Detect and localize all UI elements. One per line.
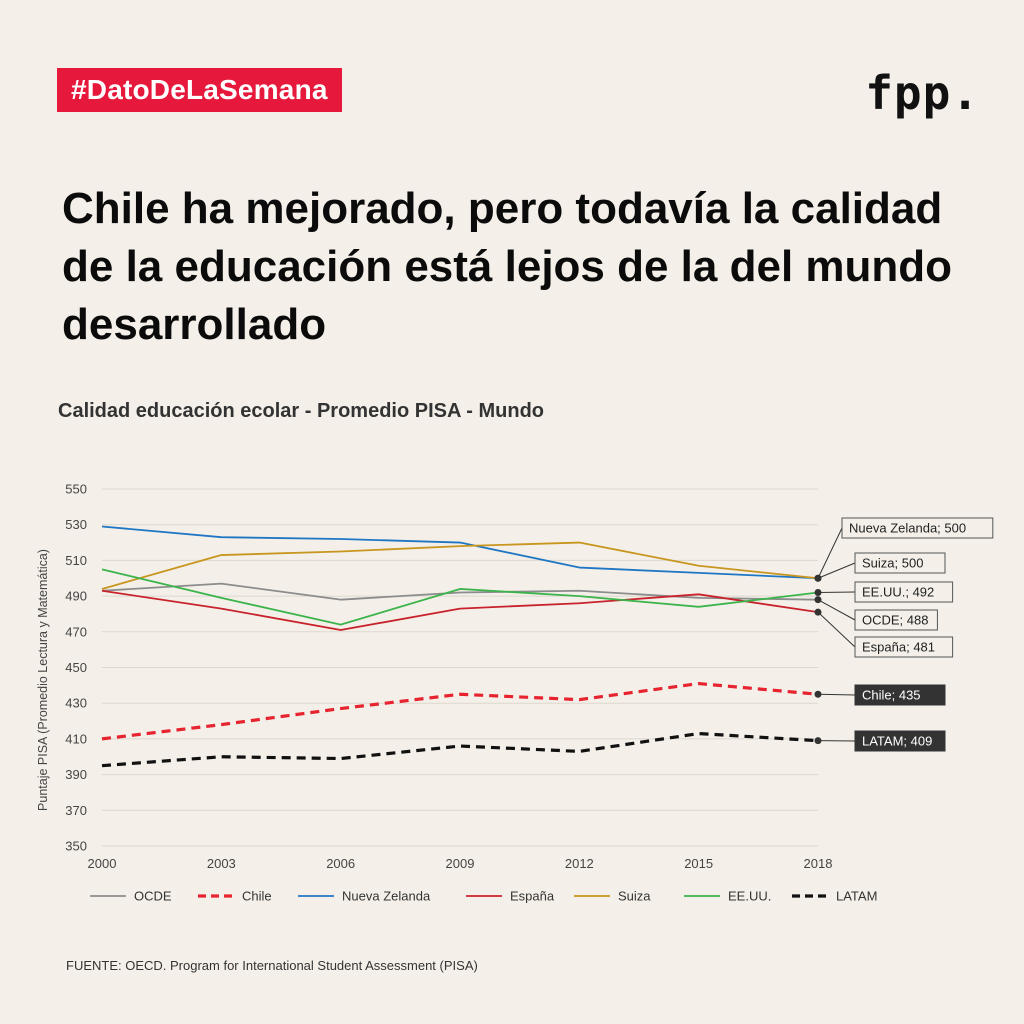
legend-label-ee-uu: EE.UU. — [728, 889, 771, 904]
legend-label-latam: LATAM — [836, 889, 877, 904]
legend-label-suiza: Suiza — [618, 889, 651, 904]
x-tick-label: 2009 — [446, 856, 475, 871]
annotation-leader — [817, 611, 856, 648]
x-tick-label: 2018 — [804, 856, 833, 871]
annotation-label: Nueva Zelanda; 500 — [849, 521, 966, 536]
y-tick-label: 430 — [65, 696, 87, 711]
series-line-suiza — [101, 541, 819, 590]
x-tick-label: 2015 — [684, 856, 713, 871]
annotation-label: España; 481 — [862, 640, 935, 655]
y-tick-label: 370 — [65, 803, 87, 818]
chart-annotations: Nueva Zelanda; 500 Suiza; 500 EE.UU.; 492 O… — [814, 517, 994, 752]
series-line-nueva-zelanda — [101, 525, 819, 580]
x-axis-ticks: 2000 2003 2006 2009 2012 2015 2018 — [88, 856, 833, 871]
y-tick-label: 490 — [65, 589, 87, 604]
y-tick-label: 510 — [65, 553, 87, 568]
x-tick-label: 2003 — [207, 856, 236, 871]
annotation-box — [854, 552, 946, 574]
annotation-label: LATAM; 409 — [862, 734, 932, 749]
series-line-ocde — [101, 582, 819, 601]
annotation-marker — [814, 596, 822, 604]
chart-legend: OCDE Chile Nueva Zelanda España Suiza EE.UU. L… — [90, 889, 877, 904]
legend-label-espana: España — [510, 889, 555, 904]
y-tick-label: 390 — [65, 767, 87, 782]
y-tick-label: 450 — [65, 660, 87, 675]
hashtag-badge: #DatoDeLaSemana — [57, 68, 342, 112]
annotation-leader — [817, 693, 856, 696]
x-tick-label: 2012 — [565, 856, 594, 871]
annotation-marker — [814, 574, 822, 582]
annotation-box — [841, 517, 994, 539]
y-tick-label: 550 — [65, 482, 87, 497]
y-tick-label: 410 — [65, 731, 87, 746]
annotation-leader — [817, 562, 856, 579]
y-tick-label: 530 — [65, 517, 87, 532]
annotation-leader — [817, 527, 843, 579]
annotation-label: EE.UU.; 492 — [862, 585, 934, 600]
annotation-leader — [817, 599, 856, 621]
source-note: FUENTE: OECD. Program for International … — [66, 958, 478, 973]
y-axis-label: Puntaje PISA (Promedio Lectura y Matemát… — [36, 549, 50, 811]
page-title: Chile ha mejorado, pero todavía la calid… — [62, 184, 953, 349]
legend-label-ocde: OCDE — [134, 889, 172, 904]
y-tick-label: 470 — [65, 624, 87, 639]
annotation-box — [854, 609, 938, 631]
annotation-leader — [817, 591, 856, 594]
series-line-ee-uu — [101, 568, 819, 626]
x-tick-label: 2006 — [326, 856, 355, 871]
fpp-logo: fpp. — [865, 66, 980, 120]
annotation-box — [854, 636, 954, 658]
series-line-chile — [101, 681, 819, 741]
annotation-marker — [814, 608, 822, 616]
annotation-box — [854, 730, 946, 752]
y-tick-label: 350 — [65, 839, 87, 854]
y-axis-ticks: 550 530 510 490 470 450 430 410 390 370 350 — [65, 482, 87, 854]
chart-title: Calidad educación ecolar - Promedio PISA… — [58, 400, 544, 422]
legend-label-chile: Chile — [242, 889, 272, 904]
chart-series — [101, 525, 819, 768]
annotation-label: Chile; 435 — [862, 688, 921, 703]
annotation-marker — [814, 737, 822, 745]
annotation-label: OCDE; 488 — [862, 613, 928, 628]
annotation-box — [854, 581, 954, 603]
annotation-box — [854, 684, 946, 706]
annotation-marker — [814, 589, 822, 597]
series-line-espana — [101, 589, 819, 631]
annotation-label: Suiza; 500 — [862, 556, 923, 571]
series-line-latam — [101, 731, 819, 768]
legend-label-nueva-zelanda: Nueva Zelanda — [342, 889, 431, 904]
x-tick-label: 2000 — [88, 856, 117, 871]
chart-grid — [102, 488, 818, 847]
annotation-marker — [814, 690, 822, 698]
